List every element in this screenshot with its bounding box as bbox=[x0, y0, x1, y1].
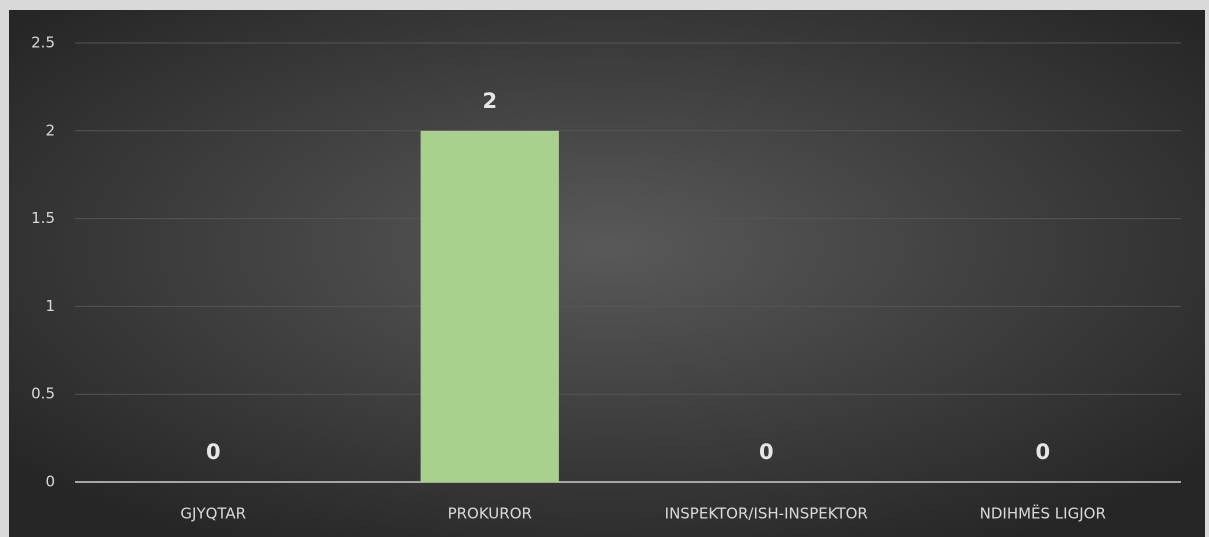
data-label: 0 bbox=[1035, 440, 1050, 464]
chart-background bbox=[9, 10, 1205, 537]
data-label: 0 bbox=[206, 440, 221, 464]
y-tick-label: 0 bbox=[45, 473, 55, 491]
x-tick-label: PROKUROR bbox=[448, 505, 532, 523]
x-tick-label: GJYQTAR bbox=[180, 505, 246, 523]
bar bbox=[420, 130, 559, 483]
y-tick-label: 2 bbox=[45, 121, 55, 139]
y-tick-label: 2.5 bbox=[31, 34, 55, 52]
y-tick-label: 1 bbox=[45, 297, 55, 315]
x-tick-label: NDIHMËS LIGJOR bbox=[980, 504, 1106, 523]
y-tick-label: 1.5 bbox=[31, 209, 55, 227]
x-tick-label: INSPEKTOR/ISH-INSPEKTOR bbox=[665, 505, 868, 523]
y-tick-label: 0.5 bbox=[31, 385, 55, 403]
data-label: 0 bbox=[759, 440, 774, 464]
data-label: 2 bbox=[482, 89, 497, 113]
